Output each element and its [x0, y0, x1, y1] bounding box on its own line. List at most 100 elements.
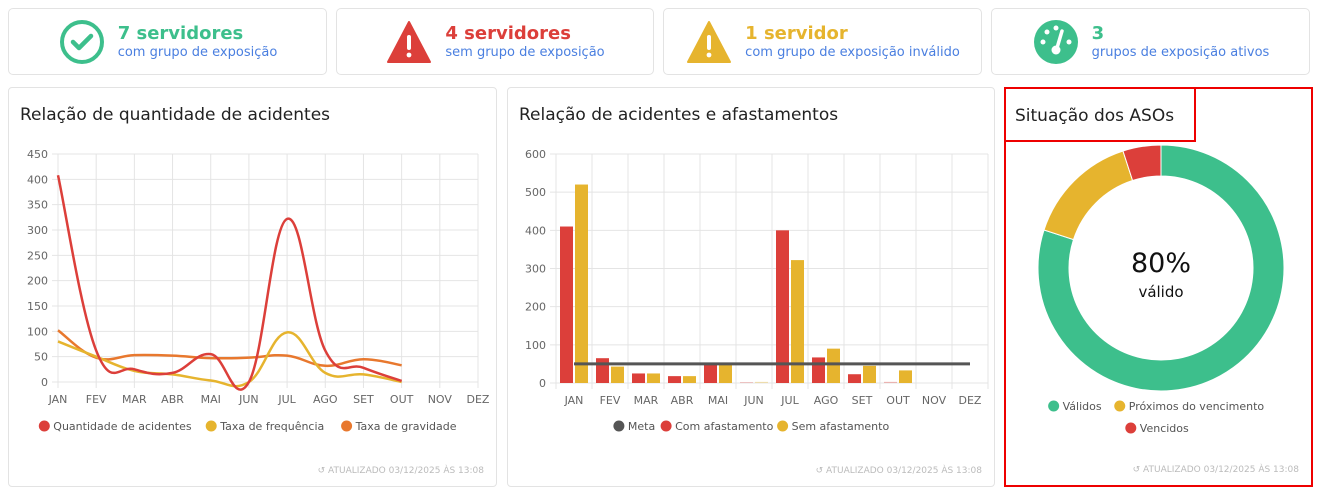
accidents-line-chart: 0 50 100 150 200 250 300 350 400 450 JAN FEV MAR ABR M… [27, 148, 490, 433]
legend-marker [341, 420, 353, 432]
panel-title: Relação de acidentes e afastamentos [519, 105, 839, 125]
donut-slice [1043, 150, 1134, 241]
y-tick-label: 400 [525, 224, 546, 237]
bar [812, 357, 825, 383]
title-highlight [1004, 87, 1196, 142]
card-invalid-group: 1 servidor com grupo de exposição inválid… [663, 8, 982, 75]
x-tick-label: SET [852, 394, 873, 407]
bar [647, 373, 660, 383]
aso-donut-chart: 80% válido Válidos Próximos do vencimento Ve… [1037, 144, 1285, 435]
bar [899, 370, 912, 383]
y-tick-label: 200 [27, 275, 48, 288]
card-active-groups: 3 grupos de exposição ativos [991, 8, 1310, 75]
y-tick-label: 100 [525, 339, 546, 352]
aso-donut-panel: Situação dos ASOs 80% válido Válidos Próxim… [1004, 87, 1313, 487]
x-tick-label: OUT [886, 394, 910, 407]
card-label: grupos de exposição ativos [1091, 44, 1270, 60]
bar [791, 260, 804, 383]
bar [863, 365, 876, 383]
x-tick-label: FEV [600, 394, 621, 407]
x-tick-label: JAN [48, 393, 68, 406]
x-tick-label: ABR [671, 394, 694, 407]
x-tick-label: NOV [428, 393, 453, 406]
x-tick-label: JUL [780, 394, 799, 407]
x-tick-label: AGO [814, 394, 839, 407]
card-value: 4 servidores [445, 22, 571, 44]
x-tick-label: AGO [313, 393, 338, 406]
center-label: válido [1138, 283, 1183, 301]
bar [704, 363, 717, 383]
warning-triangle-icon [387, 20, 432, 63]
panel-title: Relação de quantidade de acidentes [20, 105, 331, 125]
x-tick-label: ABR [161, 393, 184, 406]
donut-slice [1037, 144, 1285, 392]
legend-label: Com afastamento [675, 420, 774, 433]
legend-marker [660, 420, 672, 432]
x-tick-label: MAR [634, 394, 659, 407]
card-label: com grupo de exposição inválido [745, 44, 960, 60]
x-tick-label: OUT [390, 393, 414, 406]
x-tick-label: JUL [277, 393, 296, 406]
x-tick-label: JUN [743, 394, 764, 407]
legend-label: Sem afastamento [792, 420, 890, 433]
bar [560, 226, 573, 383]
x-tick-label: DEZ [467, 393, 490, 406]
bar [827, 348, 840, 383]
legend-marker [777, 420, 789, 432]
legend-label: Taxa de frequência [219, 420, 324, 433]
series-line [56, 175, 403, 391]
bar [575, 184, 588, 383]
x-tick-label: MAR [122, 393, 147, 406]
legend-label: Válidos [1063, 400, 1102, 413]
card-value: 1 servidor [745, 22, 848, 44]
legend-label: Taxa de gravidade [355, 420, 457, 433]
bar [611, 366, 624, 383]
y-tick-label: 50 [34, 351, 48, 364]
center-value: 80% [1131, 248, 1191, 279]
y-tick-label: 400 [27, 173, 48, 186]
updated-timestamp: ↺ ATUALIZADO 03/12/2025 ÀS 13:08 [317, 466, 484, 476]
legend-marker [205, 420, 217, 432]
legend-marker [613, 420, 625, 432]
legend-marker [1125, 422, 1137, 434]
x-tick-label: SET [353, 393, 374, 406]
y-tick-label: 200 [525, 301, 546, 314]
bar [683, 376, 696, 383]
legend-label: Vencidos [1140, 422, 1189, 435]
legend-label: Meta [628, 420, 655, 433]
y-tick-label: 300 [525, 263, 546, 276]
y-tick-label: 250 [27, 249, 48, 262]
card-value: 3 [1091, 22, 1105, 44]
absence-bar-panel: Relação de acidentes e afastamentos 0 100… [507, 87, 995, 487]
bar [884, 381, 897, 383]
bar [719, 364, 732, 383]
bar [632, 373, 645, 383]
legend-label: Quantidade de acidentes [53, 420, 192, 433]
x-tick-label: JAN [564, 394, 584, 407]
series-line [57, 329, 402, 368]
y-tick-label: 500 [525, 186, 546, 199]
card-label: com grupo de exposição [117, 44, 278, 60]
y-tick-label: 350 [27, 199, 48, 212]
accidents-line-panel: Relação de quantidade de acidentes 0 50 10… [8, 87, 497, 487]
card-label: sem grupo de exposição [445, 44, 605, 60]
card-without-group: 4 servidores sem grupo de exposição [336, 8, 654, 75]
bar [668, 376, 681, 383]
warning-triangle-icon [687, 20, 732, 63]
card-value: 7 servidores [117, 22, 244, 44]
x-tick-label: FEV [86, 393, 107, 406]
bar [848, 374, 861, 383]
legend-marker [38, 420, 50, 432]
y-tick-label: 600 [525, 148, 546, 161]
y-tick-label: 100 [27, 325, 48, 338]
bar [755, 381, 768, 383]
y-tick-label: 0 [41, 376, 48, 389]
legend-label: Próximos do vencimento [1129, 400, 1265, 413]
x-tick-label: MAI [708, 394, 728, 407]
card-with-group: 7 servidores com grupo de exposição [8, 8, 327, 75]
x-tick-label: JUN [238, 393, 259, 406]
panel-title: Situação dos ASOs [1015, 106, 1175, 126]
x-tick-label: DEZ [959, 394, 982, 407]
bar [740, 382, 753, 383]
legend-marker [1048, 400, 1060, 412]
